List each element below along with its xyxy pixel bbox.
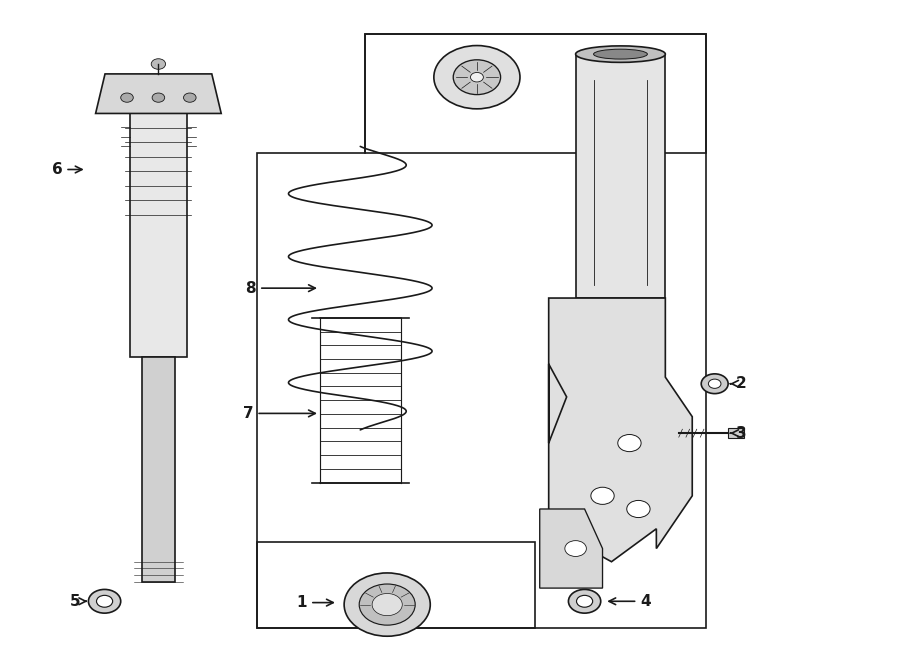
Circle shape xyxy=(184,93,196,102)
Circle shape xyxy=(96,595,112,607)
Circle shape xyxy=(626,500,650,518)
Polygon shape xyxy=(576,54,665,298)
Circle shape xyxy=(359,584,415,625)
Circle shape xyxy=(577,595,593,607)
Ellipse shape xyxy=(594,49,647,59)
Text: 1: 1 xyxy=(297,595,333,610)
Circle shape xyxy=(454,60,500,95)
Circle shape xyxy=(569,589,600,613)
Circle shape xyxy=(372,594,402,616)
Text: 5: 5 xyxy=(69,594,86,609)
Polygon shape xyxy=(95,74,221,113)
Text: 6: 6 xyxy=(51,162,82,177)
Polygon shape xyxy=(549,298,692,562)
Text: 7: 7 xyxy=(243,406,315,421)
Circle shape xyxy=(708,379,721,389)
Circle shape xyxy=(565,541,587,557)
Circle shape xyxy=(88,589,121,613)
Circle shape xyxy=(591,487,614,504)
Circle shape xyxy=(471,72,483,82)
Text: 2: 2 xyxy=(731,376,747,391)
Circle shape xyxy=(617,434,641,451)
Circle shape xyxy=(121,93,133,102)
Polygon shape xyxy=(540,509,602,588)
Polygon shape xyxy=(130,113,187,357)
Ellipse shape xyxy=(576,46,665,62)
Circle shape xyxy=(434,46,520,109)
Text: 8: 8 xyxy=(246,281,315,296)
Circle shape xyxy=(151,59,166,70)
Circle shape xyxy=(701,374,728,394)
Polygon shape xyxy=(142,357,175,581)
FancyBboxPatch shape xyxy=(728,428,744,438)
Circle shape xyxy=(152,93,165,102)
Text: 4: 4 xyxy=(609,594,651,609)
Circle shape xyxy=(344,573,430,636)
Text: 3: 3 xyxy=(731,426,747,441)
